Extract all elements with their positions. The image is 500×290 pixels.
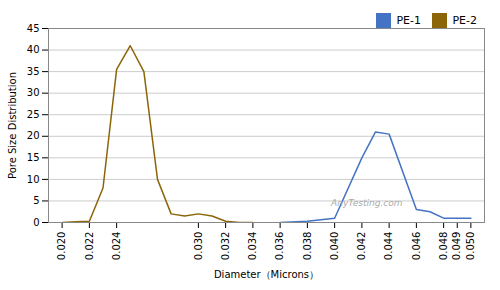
svg-text:0.046: 0.046 [411, 232, 422, 261]
svg-text:0.038: 0.038 [302, 232, 313, 261]
svg-text:20: 20 [27, 130, 40, 141]
svg-text:0.030: 0.030 [193, 232, 204, 261]
svg-text:0.024: 0.024 [111, 232, 122, 261]
html-text:PE-1: PE-1 [396, 14, 421, 27]
svg-text:0.049: 0.049 [451, 232, 462, 261]
svg-text:AnyTesting.com: AnyTesting.com [330, 198, 403, 208]
svg-text:0.036: 0.036 [274, 232, 285, 261]
html-text:PE-2: PE-2 [452, 14, 477, 27]
svg-text:Pore Size Distribution: Pore Size Distribution [7, 72, 18, 179]
svg-text:10: 10 [27, 174, 40, 185]
svg-text:0.034: 0.034 [247, 232, 258, 261]
svg-text:45: 45 [27, 23, 40, 34]
svg-text:0.022: 0.022 [84, 232, 95, 261]
svg-text:0: 0 [33, 217, 39, 228]
svg-text:30: 30 [27, 87, 40, 98]
svg-text:0.048: 0.048 [438, 232, 449, 261]
svg-text:0.050: 0.050 [465, 232, 476, 261]
svg-text:40: 40 [27, 44, 40, 55]
svg-text:25: 25 [27, 109, 40, 120]
svg-text:35: 35 [27, 66, 40, 77]
svg-text:5: 5 [33, 195, 39, 206]
svg-text:0.042: 0.042 [356, 232, 367, 261]
svg-text:0.044: 0.044 [383, 232, 394, 261]
svg-text:0.032: 0.032 [220, 232, 231, 261]
svg-text:0.040: 0.040 [329, 232, 340, 261]
svg-text:15: 15 [27, 152, 40, 163]
svg-text:Diameter（Microns）: Diameter（Microns） [214, 269, 319, 280]
svg-text:0.020: 0.020 [56, 232, 67, 261]
